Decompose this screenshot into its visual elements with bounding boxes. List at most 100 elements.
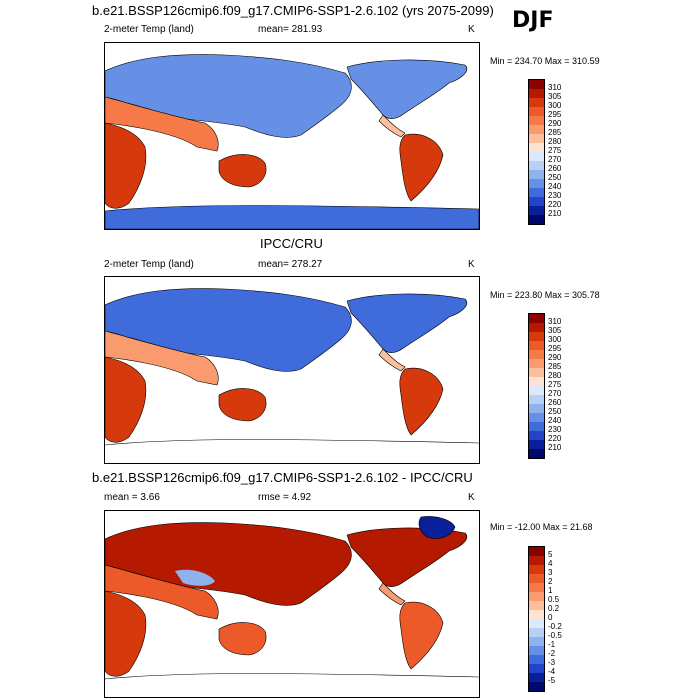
- panel1-colorbar-segment: [529, 107, 544, 116]
- panel1-colorbar-segment: [529, 98, 544, 107]
- panel2-colorbar-segment: [529, 440, 544, 449]
- panel2-colorbar-segment: [529, 377, 544, 386]
- panel3-colorbar-label: -2: [548, 649, 556, 658]
- panel3-colorbar-segment: [529, 592, 544, 601]
- panel2-colorbar-segment: [529, 422, 544, 431]
- panel1-colorbar-segment: [529, 170, 544, 179]
- panel1-colorbar-segment: [529, 197, 544, 206]
- panel3-colorbar-label: 2: [548, 577, 553, 586]
- panel3-colorbar-segment: [529, 664, 544, 673]
- panel2-antarctica-outline: [105, 439, 479, 446]
- panel2-colorbar-label: 300: [548, 335, 562, 344]
- panel2-colorbar-segment: [529, 431, 544, 440]
- panel3-colorbar-segment: [529, 655, 544, 664]
- panel3-minmax: Min = -12.00 Max = 21.68: [490, 522, 593, 532]
- panel1-colorbar-segment: [529, 134, 544, 143]
- panel1-australia: [218, 154, 267, 188]
- panel3-rmse-label: rmse = 4.92: [258, 492, 312, 503]
- panel1-africa: [105, 122, 147, 209]
- panel1-colorbar-label: 295: [548, 110, 562, 119]
- panel3-colorbar-segment: [529, 673, 544, 682]
- panel3-africa: [105, 590, 147, 677]
- panel3-greenland-anomaly: [418, 516, 456, 539]
- panel1-colorbar-segment: [529, 125, 544, 134]
- panel3-colorbar-segment: [529, 637, 544, 646]
- panel1-colorbar-label: 240: [548, 182, 562, 191]
- panel3-colorbar-label: 4: [548, 559, 553, 568]
- panel1-colorbar-segment: [529, 80, 544, 89]
- panel3-colorbar-segment: [529, 610, 544, 619]
- panel1-colorbar-label: 285: [548, 128, 562, 137]
- panel3-colorbar-label: 0: [548, 613, 553, 622]
- panel1-colorbar-segment: [529, 206, 544, 215]
- panel3-colorbar-label: 1: [548, 586, 553, 595]
- panel1-colorbar-label: 220: [548, 200, 562, 209]
- panel3-colorbar-segment: [529, 619, 544, 628]
- panel3-antarctica-outline: [105, 673, 479, 680]
- panel1-colorbar-segment: [529, 161, 544, 170]
- panel2-colorbar-segment: [529, 395, 544, 404]
- panel2-south-america: [399, 367, 444, 436]
- panel1-colorbar-label: 300: [548, 101, 562, 110]
- panel2-colorbar-label: 250: [548, 407, 562, 416]
- panel2-colorbar-segment: [529, 386, 544, 395]
- panel3-colorbar-label: 0.5: [548, 595, 560, 604]
- panel3-colorbar-label: -3: [548, 658, 556, 667]
- panel2-colorbar-label: 280: [548, 371, 562, 380]
- panel2-colorbar-segment: [529, 341, 544, 350]
- panel3-title: b.e21.BSSP126cmip6.f09_g17.CMIP6-SSP1-2.…: [92, 470, 473, 485]
- panel2-colorbar-segment: [529, 350, 544, 359]
- panel2-colorbar-label: 210: [548, 443, 562, 452]
- panel1-minmax: Min = 234.70 Max = 310.59: [490, 56, 600, 66]
- panel2-colorbar-label: 285: [548, 362, 562, 371]
- panel1-colorbar-label: 310: [548, 83, 562, 92]
- panel1-colorbar-label: 260: [548, 164, 562, 173]
- panel1-colorbar-segment: [529, 89, 544, 98]
- panel2-colorbar-box: [528, 313, 545, 459]
- panel1-south-asia: [105, 96, 219, 152]
- panel2-colorbar-label: 290: [548, 353, 562, 362]
- panel3-colorbar-segment: [529, 682, 544, 691]
- panel3-colorbar-label: -1: [548, 640, 556, 649]
- panel1-colorbar-label: 280: [548, 137, 562, 146]
- panel1-antarctica: [105, 205, 479, 229]
- panel2-minmax: Min = 223.80 Max = 305.78: [490, 290, 600, 300]
- panel1-colorbar-segment: [529, 215, 544, 224]
- panel2-title: IPCC/CRU: [260, 236, 323, 251]
- panel2-unit-label: K: [468, 259, 475, 270]
- panel1-colorbar-segment: [529, 116, 544, 125]
- panel1-central-america: [378, 114, 406, 138]
- panel3-australia: [218, 622, 267, 656]
- panel3-map: [104, 510, 480, 698]
- panel1-colorbar-label: 275: [548, 146, 562, 155]
- panel1-colorbar-label: 230: [548, 191, 562, 200]
- panel3-colorbar-label: -5: [548, 676, 556, 685]
- panel2-central-america: [378, 348, 406, 372]
- season-label: DJF: [512, 8, 554, 33]
- panel3-colorbar-segment: [529, 547, 544, 556]
- panel3-south-asia: [105, 564, 219, 620]
- panel2-colorbar-segment: [529, 332, 544, 341]
- panel2-south-asia: [105, 330, 219, 386]
- panel3-south-america: [399, 601, 444, 670]
- panel2-variable-label: 2-meter Temp (land): [104, 259, 194, 270]
- panel3-map-svg: [105, 516, 479, 680]
- panel3-central-america: [378, 582, 406, 606]
- panel2-colorbar-label: 240: [548, 416, 562, 425]
- panel1-map: [104, 42, 480, 230]
- panel1-south-america: [399, 133, 444, 202]
- panel1-unit-label: K: [468, 24, 475, 35]
- panel2-colorbar-label: 270: [548, 389, 562, 398]
- panel2-colorbar-label: 230: [548, 425, 562, 434]
- panel3-colorbar-label: -0.2: [548, 622, 562, 631]
- panel3-colorbar-label: -4: [548, 667, 556, 676]
- panel3-colorbar-label: 3: [548, 568, 553, 577]
- panel3-colorbar-segment: [529, 646, 544, 655]
- panel1-colorbar-segment: [529, 188, 544, 197]
- panel3-colorbar-label: 5: [548, 550, 553, 559]
- panel1-variable-label: 2-meter Temp (land): [104, 24, 194, 35]
- panel3-colorbar-label: 0.2: [548, 604, 560, 613]
- panel2-colorbar-segment: [529, 449, 544, 458]
- panel2-mean-label: mean= 278.27: [258, 259, 323, 270]
- panel3-unit-label: K: [468, 492, 475, 503]
